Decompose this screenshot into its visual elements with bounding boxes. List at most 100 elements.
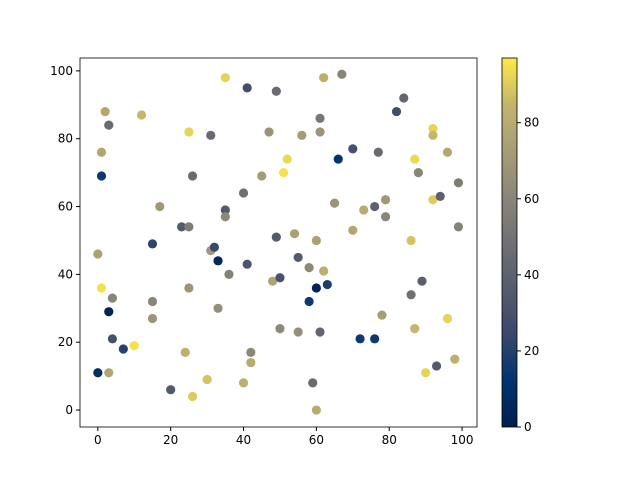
point: [450, 354, 460, 364]
colorbar-tick-label: 40: [524, 268, 539, 282]
x-tick-label: 0: [94, 433, 102, 447]
point: [147, 313, 158, 324]
point: [319, 73, 329, 83]
colorbar-tick-label: 80: [524, 116, 539, 130]
point: [428, 130, 438, 140]
point: [104, 307, 114, 317]
colorbar-tick-label: 60: [524, 192, 539, 206]
point: [348, 225, 358, 235]
y-tick-label: 20: [58, 335, 73, 349]
point: [220, 73, 230, 83]
point: [242, 259, 252, 269]
point: [355, 334, 365, 344]
point: [271, 86, 281, 96]
point: [213, 303, 223, 313]
point: [246, 357, 256, 368]
point: [177, 222, 187, 232]
point: [311, 283, 321, 293]
point: [329, 198, 340, 208]
point: [155, 201, 165, 212]
point: [319, 266, 329, 276]
x-tick-label: 40: [236, 433, 251, 447]
point: [136, 110, 147, 120]
point: [166, 385, 176, 395]
point: [370, 334, 380, 344]
colorbar: [501, 57, 518, 428]
y-tick-label: 60: [58, 200, 73, 214]
point: [417, 276, 427, 286]
colorbar-tick-label: 0: [524, 420, 532, 434]
point: [453, 178, 464, 188]
point: [107, 334, 118, 344]
point: [187, 171, 198, 181]
point: [348, 144, 358, 154]
point: [96, 171, 107, 181]
point: [333, 154, 343, 164]
point: [442, 147, 453, 157]
point: [257, 171, 267, 181]
point: [268, 276, 278, 286]
point: [311, 235, 321, 246]
point: [399, 93, 409, 103]
point: [206, 130, 216, 140]
point: [246, 347, 256, 357]
point: [100, 106, 110, 117]
point: [107, 293, 118, 303]
point: [209, 242, 219, 252]
point: [184, 127, 194, 137]
point: [224, 269, 234, 279]
x-tick-label: 20: [163, 433, 178, 447]
point: [180, 347, 190, 357]
point: [93, 368, 103, 378]
y-tick-label: 0: [65, 403, 73, 417]
point: [304, 262, 314, 273]
point: [428, 195, 438, 205]
point: [304, 296, 314, 307]
y-tick-label: 40: [58, 267, 73, 281]
point: [242, 83, 252, 93]
point: [315, 327, 325, 337]
point: [431, 361, 442, 371]
point: [421, 368, 431, 378]
point: [428, 123, 438, 134]
point: [187, 391, 198, 402]
point: [406, 235, 416, 246]
point: [391, 106, 402, 117]
point: [410, 324, 420, 334]
point: [413, 168, 423, 178]
point: [238, 378, 249, 388]
point: [311, 405, 321, 415]
point: [147, 239, 158, 249]
point: [289, 229, 300, 239]
point: [213, 256, 223, 266]
point: [308, 378, 318, 388]
point: [322, 279, 332, 290]
point: [380, 195, 391, 205]
x-tick-label: 100: [451, 433, 474, 447]
point: [370, 201, 380, 212]
colorbar-tick-label: 20: [524, 344, 539, 358]
point: [278, 168, 289, 178]
point: [293, 327, 303, 337]
point: [264, 127, 274, 137]
point: [238, 188, 249, 198]
point: [377, 310, 387, 320]
point: [293, 252, 303, 263]
x-tick-label: 60: [309, 433, 324, 447]
point: [104, 120, 114, 130]
point: [202, 374, 212, 385]
point: [406, 290, 416, 300]
point: [184, 222, 194, 232]
point: [380, 212, 391, 222]
point: [359, 205, 369, 215]
point: [147, 296, 158, 307]
point: [184, 283, 194, 293]
point: [220, 212, 230, 222]
y-tick-label: 100: [50, 64, 73, 78]
point: [337, 69, 347, 79]
point: [275, 273, 285, 283]
point: [129, 341, 139, 351]
plot-frame: [79, 57, 478, 428]
point: [93, 249, 103, 259]
